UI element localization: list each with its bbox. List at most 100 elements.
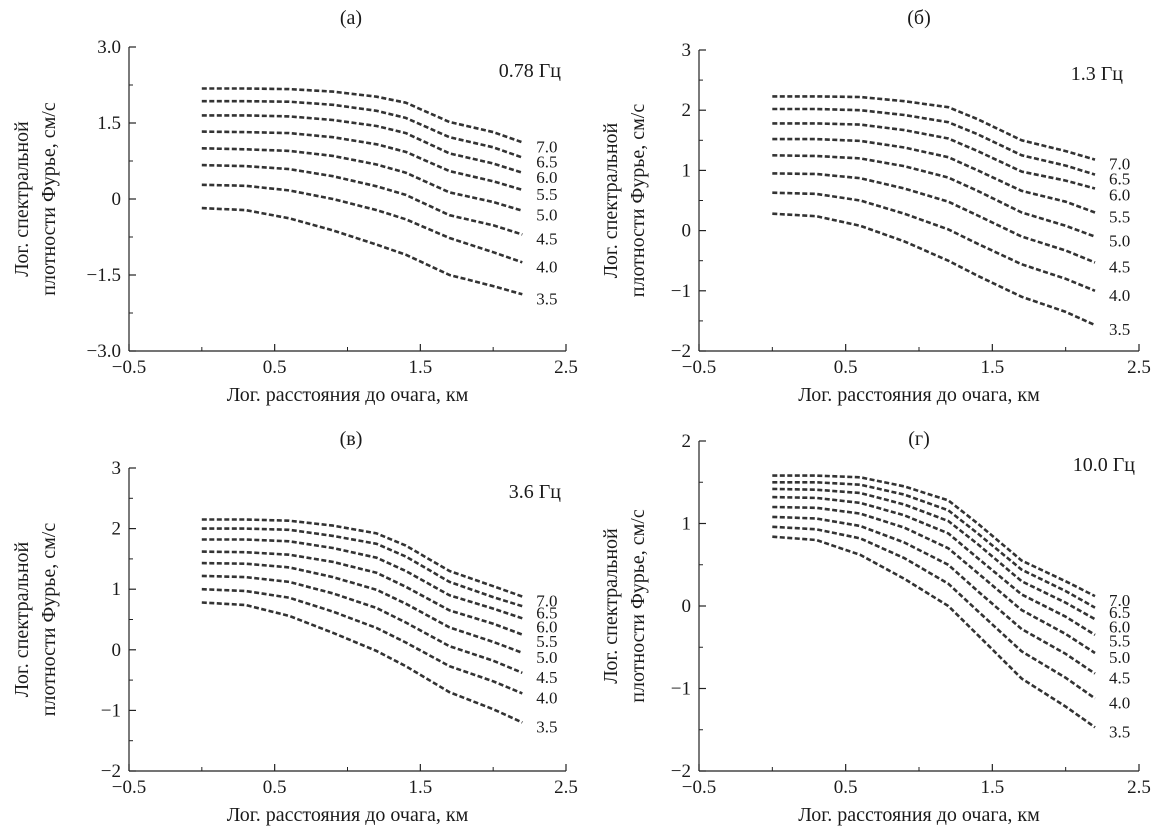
series-line-3.5 [772, 212, 1096, 327]
series-label: 4.5 [536, 229, 557, 248]
x-tick-label: −0.5 [682, 777, 716, 798]
series-label: 3.5 [1109, 722, 1130, 741]
x-tick-label: 0.5 [834, 357, 858, 378]
x-tick-label: 0.5 [263, 357, 287, 378]
series-line-6.0 [201, 538, 523, 620]
panel-title: (а) [340, 7, 362, 29]
y-tick-label: 2 [682, 431, 692, 452]
y-tick-label: 1 [112, 579, 122, 600]
series-label: 6.5 [536, 152, 557, 171]
x-tick-label: 2.5 [1127, 357, 1151, 378]
series-label: 5.5 [536, 632, 557, 651]
y-tick-label: 0 [112, 189, 122, 210]
y-axis-label-line-2: плотности Фурье, см/с [627, 104, 649, 298]
y-axis-label-line-2: плотности Фурье, см/с [38, 102, 60, 296]
series-label: 7.0 [1109, 591, 1130, 610]
x-tick-label: 2.5 [554, 357, 578, 378]
series-line-4.0 [201, 183, 523, 264]
series-line-5.5 [201, 550, 523, 636]
x-axis-label: Лог. расстояния до очага, км [227, 384, 469, 406]
series-label: 4.0 [1109, 286, 1130, 305]
series-line-5.5 [201, 130, 523, 192]
y-tick-label: 3 [682, 40, 692, 61]
series-line-6.0 [201, 114, 523, 174]
series-label: 4.5 [536, 668, 557, 687]
series-label: 4.5 [1109, 669, 1130, 688]
y-tick-label: −1 [101, 700, 121, 721]
chart-panel-2: −0.5 0.5 1.5 2.5 −2 −1 0 1 2 3 (б) 1.3 Гц Лог. расст… [600, 7, 1151, 406]
y-tick-label: 2 [112, 519, 122, 540]
y-tick-label: 0 [682, 221, 692, 242]
x-axis-label: Лог. расстояния до очага, км [798, 804, 1040, 826]
series-label: 6.0 [1109, 185, 1130, 204]
series-line-7.0 [772, 95, 1096, 161]
x-tick-label: −0.5 [112, 777, 146, 798]
series-line-5.0 [201, 147, 523, 212]
y-axis-label-line-1: Лог. спектральной [11, 541, 33, 697]
y-tick-label: 1 [682, 514, 692, 535]
series-label: 5.5 [1109, 631, 1130, 650]
frequency-annotation: 10.0 Гц [1073, 454, 1136, 476]
y-tick-label: −2 [671, 761, 691, 782]
x-tick-label: 1.5 [980, 777, 1004, 798]
x-axis-label: Лог. расстояния до очага, км [227, 804, 469, 826]
y-axis-label-line-1: Лог. спектральной [11, 121, 33, 277]
series-label: 5.0 [536, 648, 557, 667]
x-axis-label: Лог. расстояния до очага, км [798, 384, 1040, 406]
series-label: 4.5 [1109, 258, 1130, 277]
panel-title: (б) [907, 7, 931, 29]
x-tick-label: −0.5 [682, 357, 716, 378]
chart-panel-1: −0.5 0.5 1.5 2.5 −3.0 −1.5 0 1.5 3.0 (а) 0.78 Гц Ло… [11, 7, 578, 406]
series-label: 7.0 [1109, 155, 1130, 174]
chart-panel-4: −0.5 0.5 1.5 2.5 −2 −1 0 1 2 (г) 10.0 Гц Лог. расст… [600, 428, 1151, 826]
series-label: 5.5 [1109, 208, 1130, 227]
series-label: 4.0 [536, 257, 557, 276]
series-label: 5.0 [1109, 232, 1130, 251]
y-tick-label: −1 [671, 679, 691, 700]
y-tick-label: 1 [682, 160, 692, 181]
series-label: 5.0 [536, 206, 557, 225]
y-axis-label-line-2: плотности Фурье, см/с [627, 509, 649, 703]
panel-title: (г) [908, 428, 930, 450]
series-line-3.5 [201, 601, 523, 724]
series-line-3.5 [772, 535, 1096, 729]
frequency-annotation: 3.6 Гц [509, 481, 562, 503]
series-label: 4.0 [1109, 693, 1130, 712]
x-tick-label: 0.5 [834, 777, 858, 798]
panel-title: (в) [340, 428, 363, 450]
series-line-6.5 [201, 99, 523, 159]
y-axis-label-line-2: плотности Фурье, см/с [38, 523, 60, 717]
series-line-7.0 [201, 87, 523, 144]
y-tick-label: 0 [112, 640, 122, 661]
y-tick-label: 3.0 [97, 37, 121, 58]
series-line-4.0 [772, 191, 1096, 293]
series-label: 3.5 [1109, 320, 1130, 339]
series-line-3.5 [201, 206, 523, 296]
series-line-5.5 [772, 495, 1096, 637]
series-label: 6.5 [536, 604, 557, 623]
series-line-4.0 [772, 525, 1096, 700]
x-tick-label: 1.5 [408, 777, 432, 798]
series-line-6.5 [772, 107, 1096, 176]
series-line-6.5 [772, 480, 1096, 609]
x-tick-label: 1.5 [980, 357, 1004, 378]
x-tick-label: 2.5 [554, 777, 578, 798]
series-label: 5.5 [536, 185, 557, 204]
series-label: 7.0 [536, 137, 557, 156]
y-tick-label: 3 [112, 458, 122, 479]
x-tick-label: −0.5 [112, 357, 146, 378]
series-line-5.5 [772, 137, 1096, 214]
series-line-7.0 [772, 474, 1096, 598]
x-tick-label: 2.5 [1127, 777, 1151, 798]
series-line-4.5 [772, 515, 1096, 675]
series-line-6.0 [772, 487, 1096, 621]
series-label: 6.0 [1109, 617, 1130, 636]
y-tick-label: −3.0 [87, 341, 121, 362]
y-tick-label: −1 [671, 281, 691, 302]
chart-panel-3: −0.5 0.5 1.5 2.5 −2 −1 0 1 2 3 (в) 3.6 Гц Лог. расст… [11, 428, 578, 826]
x-tick-label: 0.5 [263, 777, 287, 798]
series-label: 3.5 [536, 289, 557, 308]
y-tick-label: −2 [101, 761, 121, 782]
x-tick-label: 1.5 [408, 357, 432, 378]
